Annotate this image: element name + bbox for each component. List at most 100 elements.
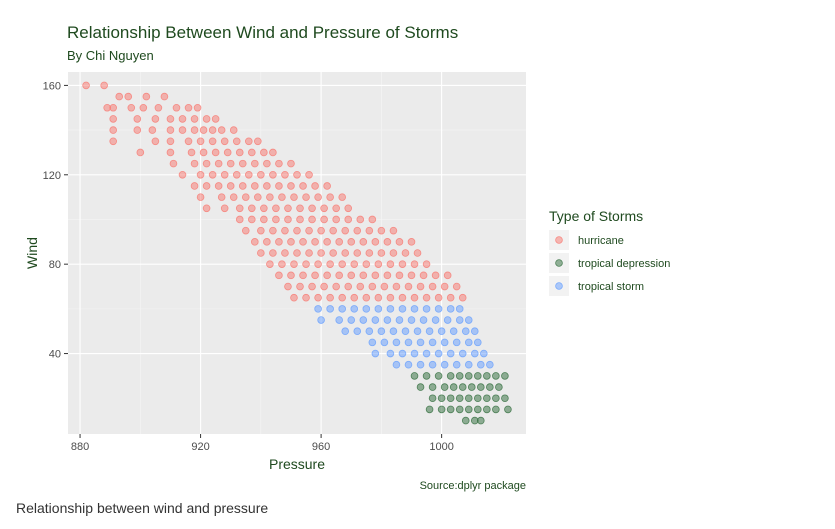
data-point-hurricane bbox=[148, 126, 157, 134]
data-point-hurricane bbox=[281, 170, 289, 179]
legend-label-tropical-storm: tropical storm bbox=[578, 281, 644, 293]
data-point-hurricane bbox=[452, 282, 461, 291]
data-point-hurricane bbox=[244, 170, 253, 179]
data-point-tropical-storm bbox=[326, 305, 334, 313]
data-point-hurricane bbox=[287, 271, 295, 280]
data-point-tropical-depression bbox=[446, 394, 455, 403]
data-point-hurricane bbox=[263, 238, 271, 246]
chart-caption: Source:dplyr package bbox=[420, 480, 526, 492]
data-point-hurricane bbox=[269, 170, 277, 179]
data-point-hurricane bbox=[407, 238, 416, 246]
data-point-hurricane bbox=[220, 137, 229, 146]
y-axis-ticks: 40 80 120 160 bbox=[43, 80, 68, 361]
data-point-tropical-storm bbox=[389, 327, 398, 336]
data-point-hurricane bbox=[305, 249, 313, 257]
data-point-hurricane bbox=[371, 271, 380, 280]
data-point-tropical-storm bbox=[446, 305, 455, 313]
data-point-hurricane bbox=[395, 238, 404, 246]
data-point-hurricane bbox=[115, 92, 124, 101]
data-point-hurricane bbox=[347, 238, 356, 246]
data-point-hurricane bbox=[260, 215, 268, 224]
data-point-hurricane bbox=[160, 92, 169, 101]
data-point-tropical-depression bbox=[422, 372, 431, 380]
data-point-hurricane bbox=[178, 170, 187, 179]
data-point-hurricane bbox=[338, 293, 346, 302]
data-point-hurricane bbox=[341, 249, 350, 257]
data-point-hurricane bbox=[389, 249, 398, 257]
data-point-hurricane bbox=[386, 260, 395, 268]
data-point-hurricane bbox=[422, 260, 431, 268]
data-point-hurricane bbox=[281, 249, 289, 257]
data-point-hurricane bbox=[287, 238, 295, 246]
data-point-hurricane bbox=[184, 137, 193, 146]
data-point-hurricane bbox=[254, 193, 262, 201]
data-point-hurricane bbox=[251, 159, 259, 168]
data-point-hurricane bbox=[266, 260, 274, 268]
data-point-hurricane bbox=[202, 159, 211, 168]
data-point-tropical-storm bbox=[419, 316, 428, 324]
data-point-hurricane bbox=[187, 148, 196, 157]
data-point-hurricane bbox=[335, 271, 343, 280]
data-point-hurricane bbox=[326, 193, 334, 201]
data-points bbox=[82, 81, 512, 425]
data-point-tropical-storm bbox=[458, 349, 467, 358]
data-point-hurricane bbox=[223, 148, 232, 157]
legend-label-tropical-depression: tropical depression bbox=[578, 258, 670, 270]
data-point-hurricane bbox=[311, 271, 319, 280]
data-point-tropical-storm bbox=[362, 305, 371, 313]
data-point-tropical-storm bbox=[434, 349, 443, 358]
data-point-hurricane bbox=[226, 182, 235, 190]
data-point-hurricane bbox=[299, 271, 307, 280]
data-point-tropical-storm bbox=[314, 305, 322, 313]
legend-label-hurricane: hurricane bbox=[578, 235, 624, 247]
data-point-hurricane bbox=[290, 193, 298, 201]
data-point-hurricane bbox=[266, 193, 274, 201]
data-point-hurricane bbox=[248, 204, 256, 213]
data-point-hurricane bbox=[356, 282, 365, 291]
figure-footer-text: Relationship between wind and pressure bbox=[16, 500, 269, 516]
data-point-hurricane bbox=[217, 126, 226, 134]
data-point-hurricane bbox=[269, 249, 277, 257]
data-point-tropical-storm bbox=[470, 327, 479, 336]
data-point-hurricane bbox=[302, 260, 310, 268]
data-point-hurricane bbox=[296, 204, 304, 213]
data-point-tropical-storm bbox=[455, 305, 464, 313]
data-point-tropical-storm bbox=[347, 316, 356, 324]
data-point-hurricane bbox=[305, 226, 313, 235]
data-point-hurricane bbox=[293, 249, 301, 257]
data-point-hurricane bbox=[275, 182, 283, 190]
data-point-hurricane bbox=[350, 293, 359, 302]
data-point-hurricane bbox=[296, 215, 304, 224]
data-point-hurricane bbox=[398, 293, 407, 302]
data-point-hurricane bbox=[232, 170, 241, 179]
data-point-hurricane bbox=[257, 226, 265, 235]
data-point-hurricane bbox=[193, 103, 202, 112]
data-point-hurricane bbox=[320, 282, 328, 291]
data-point-hurricane bbox=[338, 260, 346, 268]
data-point-hurricane bbox=[317, 226, 325, 235]
data-point-hurricane bbox=[386, 293, 395, 302]
data-point-tropical-storm bbox=[374, 305, 383, 313]
data-point-tropical-storm bbox=[398, 349, 407, 358]
data-point-hurricane bbox=[208, 137, 217, 146]
data-point-hurricane bbox=[226, 159, 235, 168]
data-point-hurricane bbox=[380, 282, 389, 291]
data-point-hurricane bbox=[275, 238, 283, 246]
data-point-tropical-storm bbox=[452, 338, 461, 347]
data-point-tropical-storm bbox=[386, 349, 395, 358]
data-point-hurricane bbox=[284, 282, 292, 291]
data-point-hurricane bbox=[302, 293, 310, 302]
data-point-hurricane bbox=[410, 293, 419, 302]
data-point-hurricane bbox=[356, 215, 365, 224]
data-point-hurricane bbox=[398, 260, 407, 268]
data-point-hurricane bbox=[314, 193, 322, 201]
data-point-tropical-depression bbox=[492, 372, 500, 380]
data-point-tropical-storm bbox=[413, 327, 422, 336]
data-point-tropical-storm bbox=[368, 338, 377, 347]
data-point-tropical-depression bbox=[416, 383, 425, 391]
data-point-hurricane bbox=[196, 137, 205, 146]
data-point-hurricane bbox=[395, 271, 404, 280]
data-point-hurricane bbox=[443, 271, 452, 280]
data-point-hurricane bbox=[323, 182, 331, 190]
data-point-hurricane bbox=[323, 238, 331, 246]
